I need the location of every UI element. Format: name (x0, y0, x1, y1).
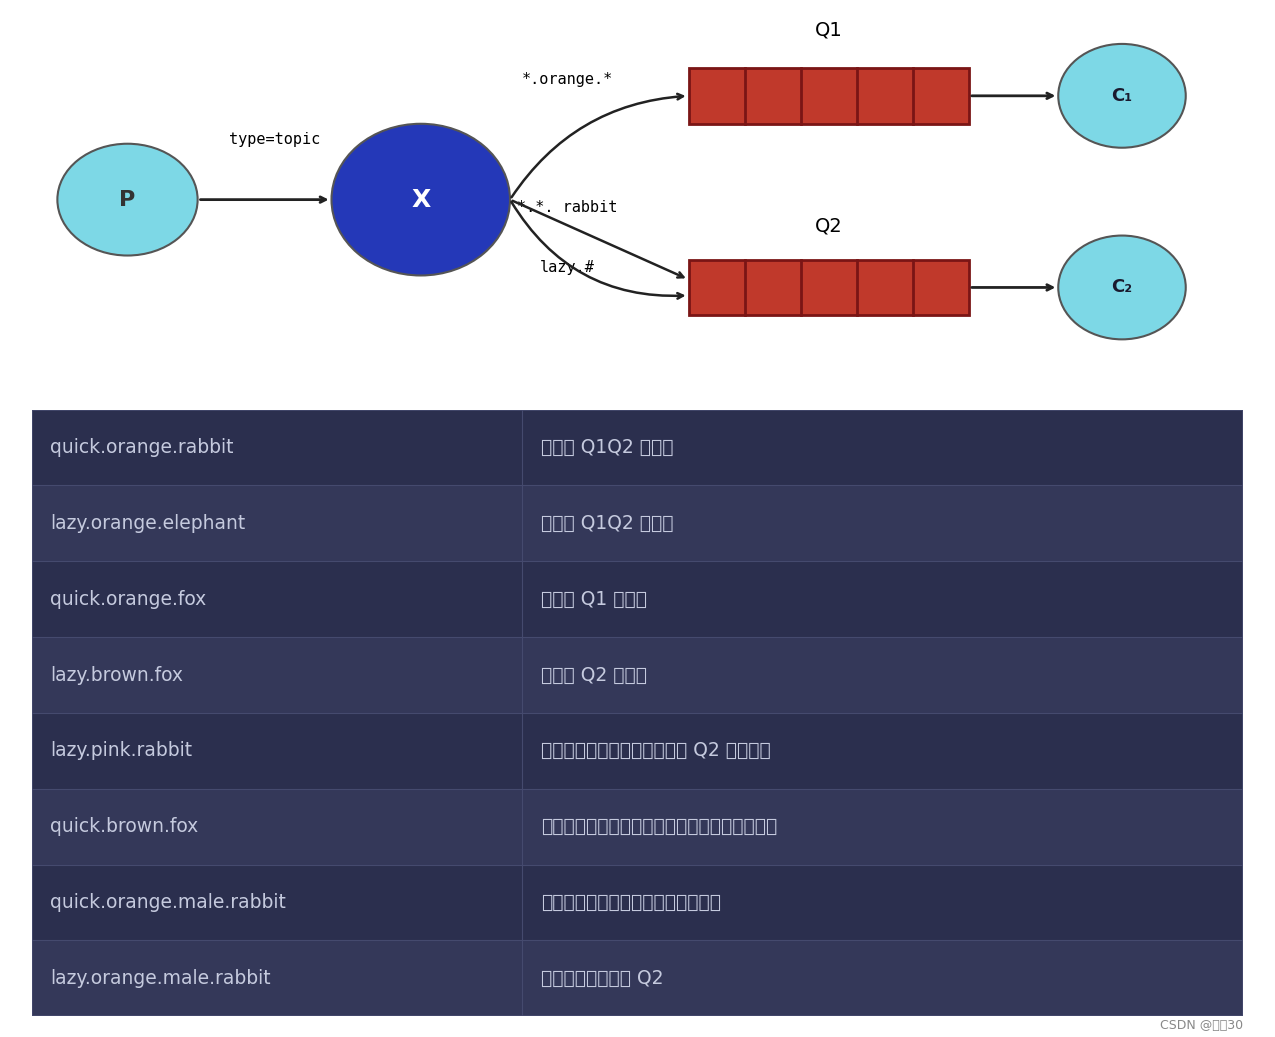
FancyBboxPatch shape (32, 485, 1243, 561)
FancyBboxPatch shape (32, 410, 1243, 485)
FancyBboxPatch shape (32, 561, 1243, 637)
Text: 是四个单词但匹配 Q2: 是四个单词但匹配 Q2 (541, 969, 663, 988)
FancyBboxPatch shape (32, 941, 1243, 1016)
FancyBboxPatch shape (32, 713, 1243, 789)
Text: lazy.brown.fox: lazy.brown.fox (50, 666, 184, 684)
Text: lazy.pink.rabbit: lazy.pink.rabbit (50, 741, 193, 760)
Ellipse shape (1058, 235, 1186, 339)
Text: quick.orange.fox: quick.orange.fox (50, 590, 207, 609)
Text: quick.orange.rabbit: quick.orange.rabbit (50, 438, 233, 457)
Text: C₂: C₂ (1112, 279, 1132, 297)
FancyBboxPatch shape (32, 789, 1243, 865)
Text: 不匹配任何绑定不会被任何队列接收到会被丢弃: 不匹配任何绑定不会被任何队列接收到会被丢弃 (541, 817, 776, 836)
Text: lazy.orange.male.rabbit: lazy.orange.male.rabbit (50, 969, 270, 988)
Text: X: X (411, 188, 431, 212)
Ellipse shape (332, 123, 510, 276)
Text: 被队列 Q2 接收到: 被队列 Q2 接收到 (541, 666, 646, 684)
Text: 被队列 Q1Q2 接收到: 被队列 Q1Q2 接收到 (541, 514, 673, 533)
FancyBboxPatch shape (688, 259, 969, 315)
Text: 是四个单词不匹配任何绑定会被丢弃: 是四个单词不匹配任何绑定会被丢弃 (541, 893, 720, 912)
Text: C₁: C₁ (1112, 87, 1132, 105)
Text: 被队列 Q1Q2 接收到: 被队列 Q1Q2 接收到 (541, 438, 673, 457)
Text: 被队列 Q1 接收到: 被队列 Q1 接收到 (541, 590, 646, 609)
Text: *.*. rabbit: *.*. rabbit (518, 200, 617, 215)
FancyBboxPatch shape (688, 67, 969, 123)
Text: lazy.orange.elephant: lazy.orange.elephant (50, 514, 245, 533)
Text: quick.brown.fox: quick.brown.fox (50, 817, 199, 836)
FancyBboxPatch shape (32, 865, 1243, 941)
Text: Q1: Q1 (815, 21, 843, 39)
Text: *.orange.*: *.orange.* (521, 73, 613, 87)
Text: 虽然满足两个绑定但只被队列 Q2 接收一次: 虽然满足两个绑定但只被队列 Q2 接收一次 (541, 741, 770, 760)
Ellipse shape (57, 144, 198, 255)
Text: Q2: Q2 (815, 217, 843, 235)
Text: CSDN @学彤30: CSDN @学彤30 (1160, 1018, 1243, 1032)
Text: quick.orange.male.rabbit: quick.orange.male.rabbit (50, 893, 286, 912)
Ellipse shape (1058, 44, 1186, 147)
Text: lazy.#: lazy.# (541, 260, 594, 275)
Text: P: P (120, 190, 135, 209)
FancyBboxPatch shape (32, 410, 1243, 1016)
FancyBboxPatch shape (32, 637, 1243, 713)
Text: type=topic: type=topic (228, 133, 320, 147)
